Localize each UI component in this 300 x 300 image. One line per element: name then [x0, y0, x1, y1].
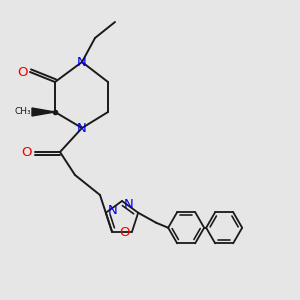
- Text: CH₃: CH₃: [15, 107, 31, 116]
- Text: N: N: [77, 122, 87, 134]
- Text: N: N: [77, 56, 87, 68]
- Text: O: O: [120, 226, 130, 239]
- Text: O: O: [22, 146, 32, 158]
- Text: N: N: [108, 204, 118, 217]
- Text: N: N: [124, 197, 134, 211]
- Text: O: O: [17, 65, 27, 79]
- Polygon shape: [32, 108, 55, 116]
